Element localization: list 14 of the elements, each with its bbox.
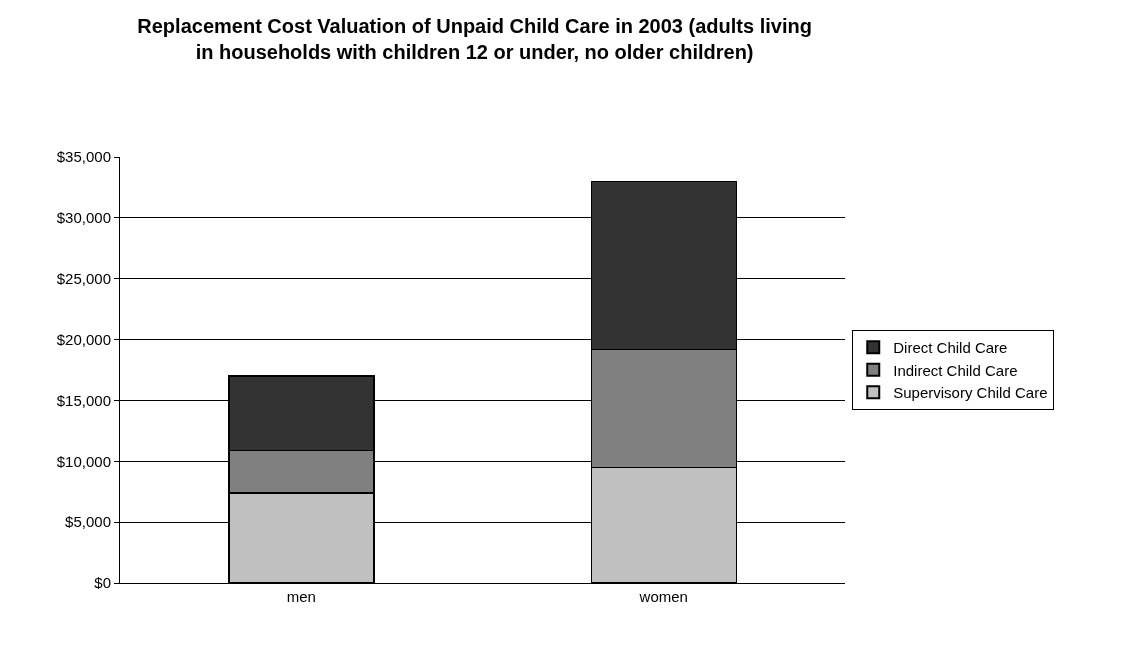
y-tick-label: $10,000 — [56, 452, 111, 470]
y-tick-label: $15,000 — [56, 391, 111, 409]
y-tick-label: $0 — [94, 574, 111, 592]
x-tick-label: men — [286, 588, 316, 605]
y-tick-label: $25,000 — [56, 269, 111, 287]
y-tick-label: $5,000 — [65, 513, 111, 531]
y-tick-label: $20,000 — [56, 330, 111, 348]
legend-label: Indirect Child Care — [893, 361, 1018, 379]
legend-label: Direct Child Care — [893, 339, 1008, 357]
x-tick-label: women — [638, 588, 688, 605]
y-tick-label: $35,000 — [56, 148, 111, 166]
y-tick-label: $30,000 — [56, 209, 111, 227]
legend-label: Supervisory Child Care — [893, 384, 1048, 402]
chart-title: Replacement Cost Valuation of Unpaid Child Care in 2003 (adults living in households with children 12 or under, no older children) — [137, 14, 812, 63]
